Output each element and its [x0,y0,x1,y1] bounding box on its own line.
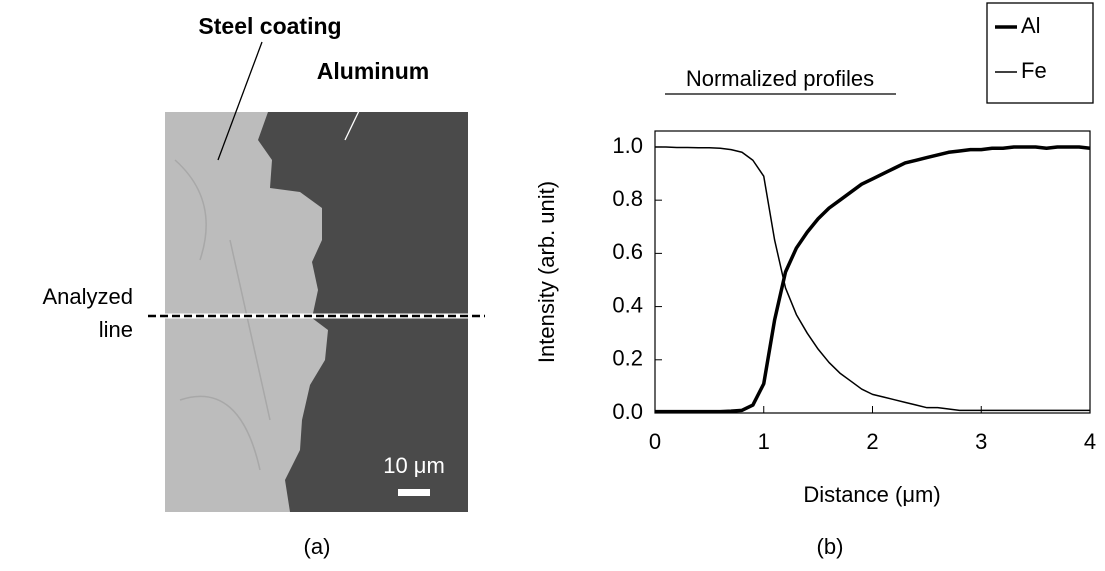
y-tick-label: 0.8 [612,186,643,211]
data-line [655,145,1091,414]
y-tick-label: 0.6 [612,239,643,264]
x-tick-label: 0 [649,429,661,454]
scale-bar-label: 10 μm [383,453,445,478]
data-line [655,146,1090,412]
legend-label: Fe [1021,58,1047,83]
y-axis-label: Intensity (arb. unit) [534,181,559,363]
steel-label: Steel coating [198,13,341,39]
y-tick-label: 1.0 [612,133,643,158]
y-tick-label: 0.4 [612,292,643,317]
x-tick-label: 2 [866,429,878,454]
scale-bar [398,489,430,496]
texture [174,159,271,471]
x-tick-label: 3 [975,429,987,454]
x-tick-label: 1 [758,429,770,454]
leader-line [217,41,263,161]
y-tick-label: 0.0 [612,399,643,424]
x-tick-label: 4 [1084,429,1096,454]
y-tick-label: 0.2 [612,346,643,371]
chart-title: Normalized profiles [686,66,874,91]
legend [986,2,1094,104]
line-label: Analyzed [42,284,133,309]
panel-label: (b) [817,534,844,559]
leader-line [344,87,371,141]
aluminum-label: Aluminum [317,58,429,84]
legend-label: Al [1021,13,1041,38]
x-axis-label: Distance (μm) [803,482,940,507]
plot-frame [654,130,1091,414]
panel-label: (a) [304,534,331,559]
line-label: line [99,317,133,342]
